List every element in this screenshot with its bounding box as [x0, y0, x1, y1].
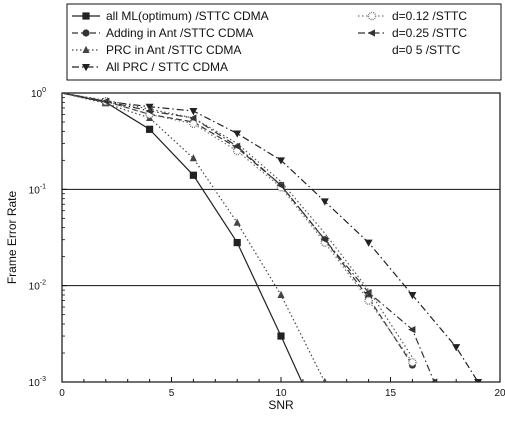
data-point-square	[233, 238, 241, 247]
legend-label: PRC in Ant /STTC CDMA	[106, 43, 241, 57]
data-point-triangle-left	[145, 107, 153, 115]
data-point-triangle-down	[82, 64, 90, 72]
legend-label: d=0.25 /STTC	[392, 26, 467, 40]
data-point-triangle-down	[189, 108, 198, 116]
data-point-triangle-up	[322, 377, 327, 382]
x-tick-label: 5	[169, 388, 175, 399]
legend-box	[66, 3, 502, 81]
data-point-circle	[82, 29, 90, 37]
data-point-triangle-down	[145, 103, 154, 111]
data-point-triangle-up	[82, 45, 90, 53]
data-point-square	[82, 12, 90, 20]
x-tick-label: 10	[275, 388, 287, 399]
data-point-triangle-left	[367, 29, 375, 37]
x-axis-label: SNR	[268, 398, 294, 412]
x-tick-label: 0	[59, 388, 65, 399]
data-point-triangle-left	[320, 236, 328, 244]
data-point-triangle-down	[233, 130, 242, 138]
data-point-triangle-up	[189, 154, 197, 162]
data-point-triangle-up	[233, 218, 241, 226]
data-point-triangle-down	[364, 239, 373, 247]
legend-label: all ML(optimum) /STTC CDMA	[106, 9, 269, 23]
series-line	[62, 93, 435, 382]
legend-label: Adding in Ant /STTC CDMA	[106, 26, 253, 40]
data-point-dotted-circle	[367, 11, 377, 21]
data-point-square	[146, 125, 154, 133]
series	[62, 93, 483, 382]
legend-item: d=0.12 /STTC	[358, 9, 467, 23]
legend-label: d=0 5 /STTC	[392, 43, 461, 57]
y-tick-label: 10-1	[29, 183, 46, 196]
data-point-dotted-circle	[408, 358, 417, 367]
y-axis: 10-3 10-2 10-1 100	[29, 87, 67, 389]
legend-item: d=0.25 /STTC	[358, 26, 467, 40]
legend: all ML(optimum) /STTC CDMA Adding in Ant …	[66, 3, 502, 81]
data-point-triangle-left	[233, 142, 241, 150]
y-axis-label: Frame Error Rate	[5, 191, 19, 285]
data-point-square	[277, 332, 285, 340]
series-group	[62, 93, 483, 382]
legend-label: All PRC / STTC CDMA	[106, 60, 228, 74]
data-point-triangle-down	[320, 198, 329, 206]
x-tick-label: 15	[385, 388, 397, 399]
series	[62, 93, 413, 358]
data-point-triangle-left	[408, 325, 416, 334]
data-point-triangle-left	[364, 288, 372, 297]
y-tick-label: 10-3	[29, 376, 46, 389]
data-point-dotted-circle	[364, 296, 373, 305]
y-tick-label: 10-2	[29, 280, 46, 293]
data-point-triangle-down	[452, 344, 461, 352]
data-point-triangle-left	[101, 97, 109, 105]
legend-item: PRC in Ant /STTC CDMA	[72, 43, 241, 57]
legend-item: all ML(optimum) /STTC CDMA	[72, 9, 269, 23]
data-point-square	[189, 171, 197, 179]
data-point-triangle-up	[277, 290, 285, 299]
data-point-triangle-down	[408, 292, 417, 300]
x-axis: 0 5 10 15 20	[59, 377, 505, 399]
legend-label: d=0.12 /STTC	[392, 9, 467, 23]
data-point-triangle-left	[430, 378, 438, 382]
data-point-triangle-down	[277, 157, 285, 165]
x-tick-label: 20	[494, 388, 505, 399]
legend-item: All PRC / STTC CDMA	[72, 60, 228, 74]
legend-item: Adding in Ant /STTC CDMA	[72, 26, 253, 40]
y-tick-label: 100	[31, 87, 46, 100]
series-line	[62, 93, 413, 358]
data-point-triangle-down	[474, 379, 483, 382]
legend-item: d=0 5 /STTC	[392, 43, 461, 57]
